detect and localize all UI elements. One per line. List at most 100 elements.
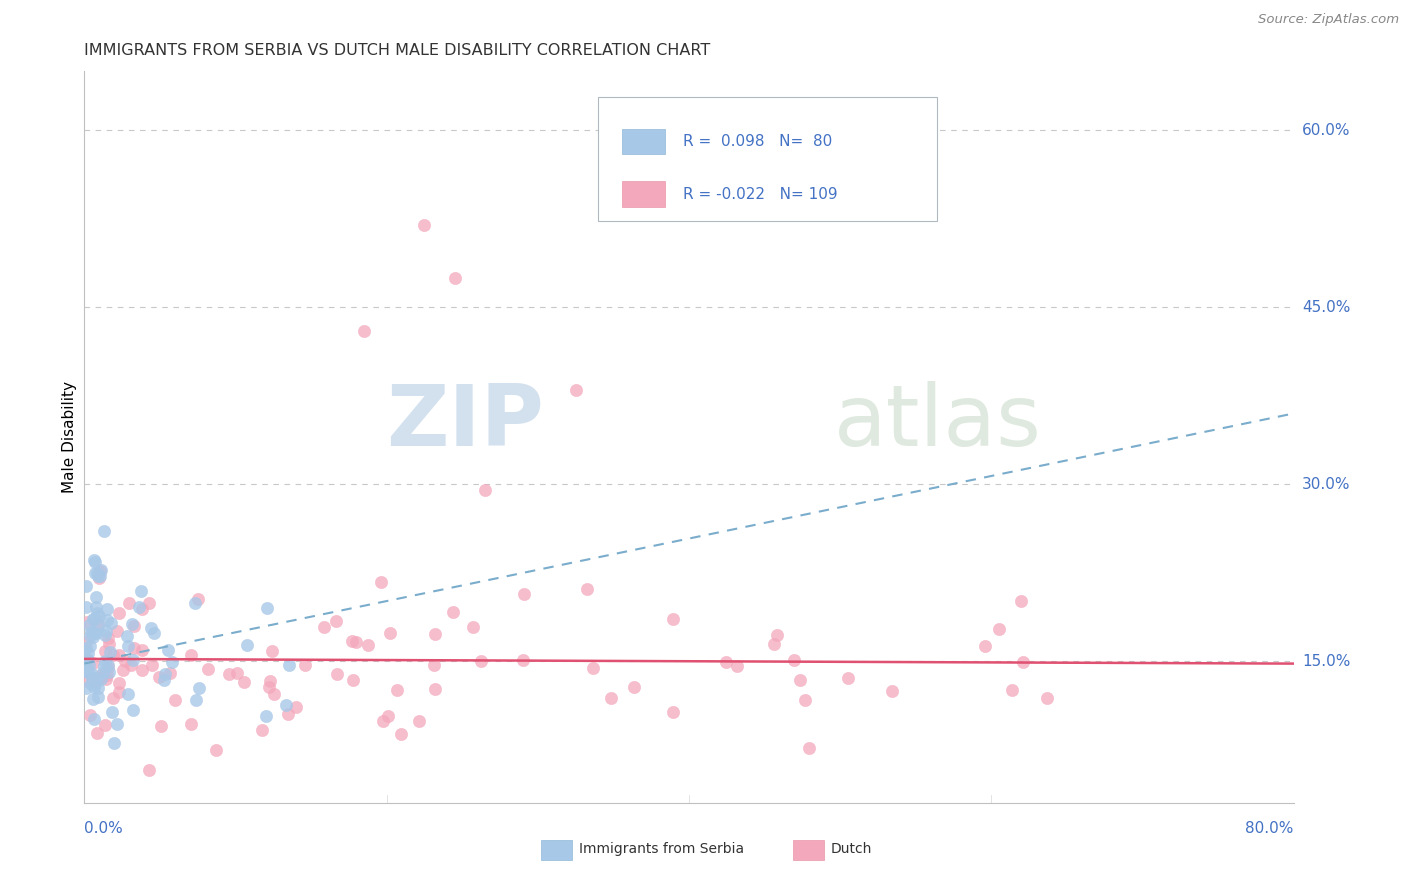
Point: [75, 635, 97, 649]
Text: 60.0%: 60.0%: [1302, 123, 1350, 138]
Point: [284, 699, 307, 714]
Point: [83, 681, 105, 695]
Point: [84, 555, 107, 569]
Point: [117, 629, 139, 643]
Point: [100, 616, 122, 631]
Point: [837, 671, 859, 685]
Point: [80, 665, 103, 680]
Point: [274, 698, 297, 713]
Point: [342, 634, 364, 648]
Point: [277, 707, 299, 722]
Point: [138, 597, 160, 611]
Text: ZIP: ZIP: [387, 381, 544, 464]
Point: [117, 687, 139, 701]
Point: [96, 668, 118, 682]
Point: [97, 665, 120, 680]
Text: Source: ZipAtlas.com: Source: ZipAtlas.com: [1258, 13, 1399, 27]
Point: [84, 677, 107, 691]
Point: [128, 600, 150, 615]
Point: [131, 663, 153, 677]
Point: [87, 609, 110, 624]
Point: [766, 628, 789, 642]
Point: [152, 673, 174, 688]
Point: [1010, 594, 1032, 608]
Point: [474, 483, 496, 498]
Point: [117, 639, 139, 653]
Point: [422, 657, 444, 672]
Point: [256, 600, 278, 615]
Point: [94, 624, 117, 638]
Point: [131, 601, 153, 615]
Point: [107, 648, 129, 662]
Point: [94, 673, 117, 687]
Point: [582, 660, 605, 674]
Point: [186, 693, 208, 707]
Point: [98, 645, 121, 659]
Point: [75, 681, 97, 695]
Point: [86, 607, 108, 621]
Point: [103, 690, 125, 705]
Point: [89, 564, 111, 578]
Point: [141, 658, 163, 673]
Point: [86, 671, 108, 685]
Point: [205, 742, 228, 756]
Point: [101, 705, 124, 719]
Point: [82, 692, 104, 706]
Text: Immigrants from Serbia: Immigrants from Serbia: [579, 842, 744, 856]
Point: [76, 673, 98, 688]
Point: [75, 659, 97, 673]
Point: [714, 656, 737, 670]
Point: [260, 644, 283, 658]
Point: [114, 654, 136, 668]
Point: [86, 726, 108, 740]
Point: [87, 619, 110, 633]
Point: [98, 637, 121, 651]
Point: [83, 612, 105, 626]
Point: [79, 707, 101, 722]
Point: [180, 648, 202, 662]
FancyBboxPatch shape: [623, 181, 665, 207]
Point: [378, 626, 401, 640]
Point: [131, 643, 153, 657]
Point: [183, 596, 205, 610]
Point: [882, 684, 904, 698]
Point: [84, 673, 107, 688]
Point: [89, 569, 111, 583]
Point: [90, 672, 112, 686]
Point: [187, 681, 209, 695]
Point: [141, 622, 163, 636]
Point: [326, 667, 349, 681]
Point: [576, 582, 599, 597]
Point: [263, 687, 285, 701]
Point: [794, 693, 817, 707]
FancyBboxPatch shape: [599, 97, 936, 221]
Point: [325, 615, 347, 629]
Point: [425, 682, 447, 697]
Text: atlas: atlas: [834, 381, 1042, 464]
Point: [138, 763, 160, 777]
Point: [82, 672, 104, 686]
Point: [155, 667, 177, 681]
Point: [90, 563, 112, 577]
Point: [148, 670, 170, 684]
Point: [105, 717, 128, 731]
Point: [377, 708, 399, 723]
Point: [600, 690, 623, 705]
Point: [97, 660, 120, 674]
Text: 80.0%: 80.0%: [1246, 822, 1294, 837]
Point: [413, 218, 436, 232]
Point: [157, 643, 180, 657]
Point: [385, 683, 408, 698]
Point: [84, 625, 107, 640]
Point: [83, 673, 105, 687]
Point: [121, 617, 143, 632]
Point: [370, 574, 392, 589]
Point: [77, 646, 100, 660]
Point: [142, 626, 165, 640]
Point: [623, 680, 645, 694]
Point: [512, 587, 534, 601]
Point: [83, 553, 105, 567]
Point: [236, 639, 259, 653]
Point: [278, 657, 301, 672]
Point: [180, 717, 202, 731]
